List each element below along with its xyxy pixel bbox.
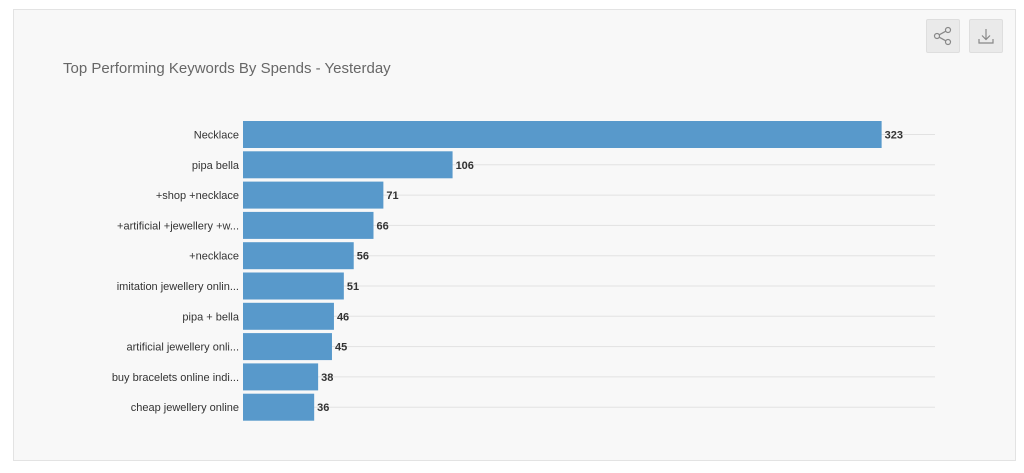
download-icon bbox=[978, 29, 994, 44]
category-label: +necklace bbox=[189, 251, 239, 263]
bar[interactable] bbox=[243, 333, 332, 361]
data-label: 66 bbox=[376, 220, 388, 232]
chart-title: Top Performing Keywords By Spends - Yest… bbox=[63, 60, 391, 77]
category-label: +shop +necklace bbox=[156, 190, 239, 202]
bar[interactable] bbox=[243, 121, 882, 148]
data-label: 106 bbox=[456, 160, 474, 172]
category-label: +artificial +jewellery +w... bbox=[117, 220, 239, 232]
bar[interactable] bbox=[243, 302, 334, 330]
data-label: 36 bbox=[317, 402, 329, 414]
chart-card: Top Performing Keywords By Spends - Yest… bbox=[13, 9, 1016, 461]
bar[interactable] bbox=[243, 393, 315, 421]
bar[interactable] bbox=[243, 272, 344, 300]
bar[interactable] bbox=[243, 242, 354, 270]
data-label: 38 bbox=[321, 372, 333, 384]
category-label: pipa + bella bbox=[182, 311, 239, 323]
category-label: imitation jewellery onlin... bbox=[117, 281, 239, 293]
data-label: 71 bbox=[386, 190, 398, 202]
data-label: 56 bbox=[357, 251, 369, 263]
bar[interactable] bbox=[243, 211, 374, 239]
category-label: Necklace bbox=[194, 130, 239, 142]
category-label: buy bracelets online indi... bbox=[112, 372, 239, 384]
bar[interactable] bbox=[243, 151, 453, 179]
category-label: pipa bella bbox=[192, 160, 240, 172]
data-label: 51 bbox=[347, 281, 359, 293]
share-icon bbox=[933, 26, 952, 46]
bar[interactable] bbox=[243, 181, 384, 209]
data-label: 45 bbox=[335, 342, 347, 354]
bar[interactable] bbox=[243, 363, 319, 391]
download-button[interactable] bbox=[969, 19, 1003, 53]
data-label: 46 bbox=[337, 311, 349, 323]
data-label: 323 bbox=[885, 130, 903, 142]
category-label: cheap jewellery online bbox=[131, 402, 239, 414]
category-label: artificial jewellery onli... bbox=[127, 342, 239, 354]
share-button[interactable] bbox=[926, 19, 960, 53]
